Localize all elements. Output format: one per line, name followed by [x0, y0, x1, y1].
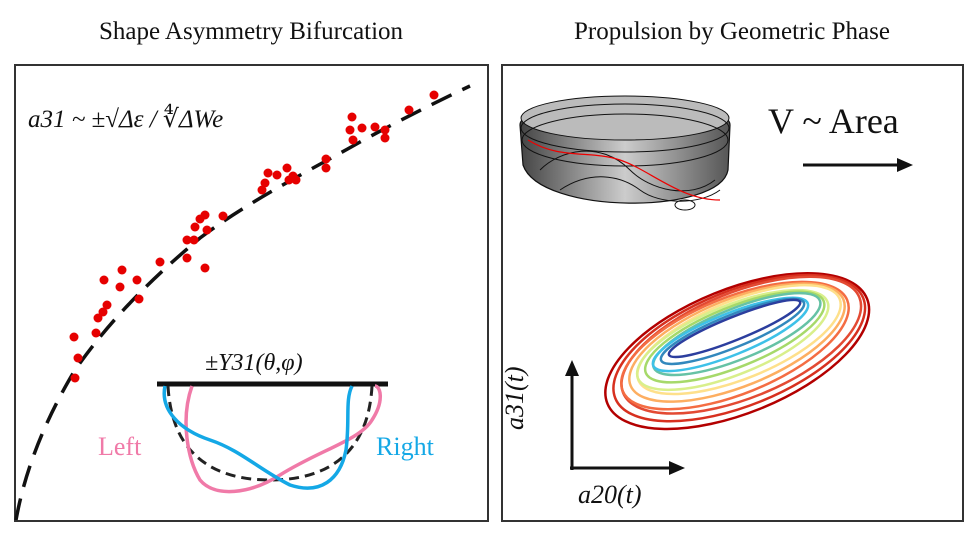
data-point [348, 135, 358, 145]
x-axis-label: a20(t) [578, 480, 642, 509]
data-point [321, 163, 331, 173]
data-point [117, 265, 127, 275]
data-point [321, 154, 331, 164]
data-point [263, 168, 273, 178]
phase-loop [619, 280, 850, 411]
y-axis-arrowhead [565, 360, 579, 376]
data-point [69, 332, 79, 342]
phase-loop [659, 297, 806, 366]
data-point [429, 90, 439, 100]
right-label: Right [376, 432, 434, 461]
data-point [190, 222, 200, 232]
data-point [155, 257, 165, 267]
phase-loop [651, 296, 810, 373]
data-point [347, 112, 357, 122]
data-point [134, 294, 144, 304]
data-point [93, 313, 103, 323]
data-point [91, 328, 101, 338]
data-point [380, 133, 390, 143]
data-point [357, 123, 367, 133]
phase-loops [604, 272, 871, 431]
data-point [370, 122, 380, 132]
data-point [99, 275, 109, 285]
data-point [257, 185, 267, 195]
data-point [182, 253, 192, 263]
data-point [189, 235, 199, 245]
data-point [380, 125, 390, 135]
velocity-relation: V ~ Area [768, 101, 899, 141]
phase-loop [635, 288, 830, 392]
data-point [218, 211, 228, 221]
data-point [73, 353, 83, 363]
right-panel [501, 64, 964, 522]
x-axis-arrowhead [669, 461, 685, 475]
fit-curve [14, 84, 471, 521]
data-point [70, 373, 80, 383]
right-panel-title: Propulsion by Geometric Phase [574, 18, 890, 45]
left-panel [14, 64, 489, 522]
phase-loop [667, 298, 802, 359]
data-point [102, 300, 112, 310]
data-point [260, 178, 270, 188]
data-point [345, 125, 355, 135]
phase-loop [604, 272, 871, 431]
phase-loop [612, 273, 867, 423]
data-point [132, 275, 142, 285]
y-axis-label: a31(t) [500, 366, 529, 430]
data-point [202, 225, 212, 235]
data-point [282, 163, 292, 173]
data-point [272, 170, 282, 180]
data-points [69, 90, 439, 383]
phase-loop [628, 282, 846, 403]
inset-mode-label: ±Y31(θ,φ) [205, 350, 303, 376]
right-mode [162, 385, 354, 490]
left-panel-title: Shape Asymmetry Bifurcation [98, 18, 404, 45]
shape-surface [519, 95, 731, 211]
data-point [98, 307, 108, 317]
data-point [200, 263, 210, 273]
left-mode [184, 384, 382, 494]
arrow-head [897, 158, 913, 172]
dashed-mode [166, 385, 374, 482]
data-point [182, 235, 192, 245]
left-label: Left [98, 432, 142, 461]
phase-loop [643, 290, 826, 384]
data-point [115, 282, 125, 292]
data-point [200, 210, 210, 220]
data-point [404, 105, 414, 115]
data-point [291, 175, 301, 185]
scaling-formula: a31 ~ ±√Δε / ∜ΔWe [28, 106, 224, 133]
